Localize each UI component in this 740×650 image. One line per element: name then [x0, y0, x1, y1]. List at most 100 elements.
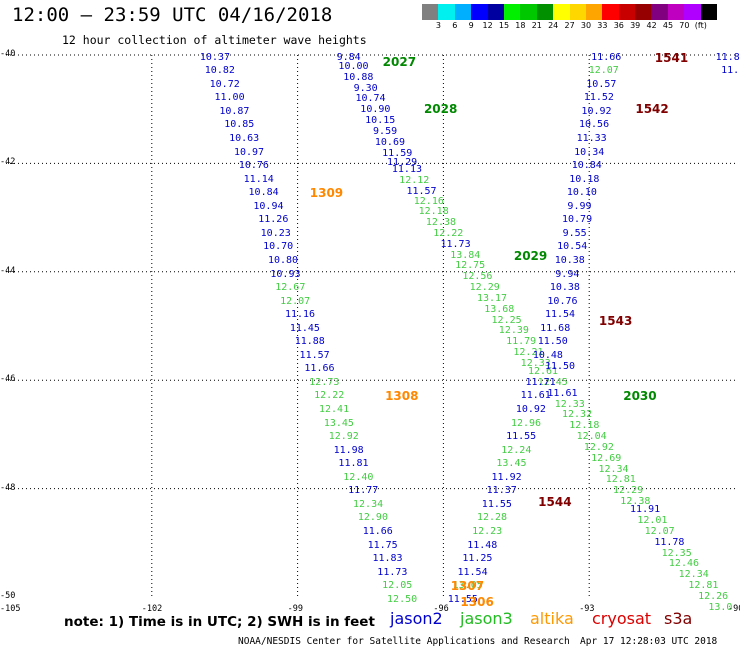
- color-swatch: [438, 4, 455, 20]
- wave-height-value: 12.26: [698, 591, 729, 602]
- longitude-tick-label: -105: [0, 604, 21, 614]
- wave-height-value: 12.75: [455, 260, 486, 272]
- wave-height-value: 11.25: [462, 553, 493, 565]
- wave-height-value: 11.88: [294, 336, 325, 348]
- color-swatch: [503, 4, 521, 20]
- color-scale-label: 45: [662, 21, 674, 30]
- wave-height-value: 10.18: [569, 173, 600, 185]
- color-scale-label: 42: [646, 21, 657, 30]
- color-swatch: [700, 4, 718, 20]
- wave-height-value: 10.23: [260, 227, 291, 239]
- wave-height-value: 11.71: [525, 376, 556, 388]
- wave-height-value: 10.48: [532, 349, 563, 361]
- wave-height-value: 9.55: [562, 227, 587, 239]
- wave-height-value: 9.30: [353, 82, 378, 94]
- color-swatch: [553, 4, 570, 20]
- wave-height-value: 13.45: [323, 417, 354, 429]
- wave-height-value: 12.21: [513, 347, 544, 359]
- wave-height-value: 12.50: [387, 593, 418, 605]
- track-number-label: 1544: [538, 495, 572, 510]
- color-scale-label: (ft): [694, 21, 707, 30]
- wave-height-value: 11.00: [214, 92, 245, 104]
- wave-height-value: 11.73: [377, 566, 408, 578]
- wave-height-value: 11.26: [258, 214, 289, 226]
- wave-height-value: 11.33: [576, 133, 607, 144]
- track-number-label: 1307: [450, 579, 485, 594]
- track-number-label: 1306: [460, 595, 494, 610]
- track-number-label: 1543: [598, 313, 633, 328]
- wave-height-value: 12.05: [382, 580, 413, 592]
- wave-height-value: 10.97: [233, 146, 265, 158]
- wave-height-value: 12.46: [668, 558, 700, 570]
- footer-note: note: 1) Time is in UTC; 2) SWH is in fe…: [64, 614, 375, 630]
- wave-height-value: 12.81: [605, 474, 636, 486]
- wave-height-value: 13.68: [484, 303, 515, 315]
- wave-height-value: 11.92: [491, 471, 522, 483]
- latitude-tick-label: -46: [0, 374, 16, 385]
- color-swatch: [635, 4, 652, 20]
- wave-height-value: 10.69: [374, 136, 405, 148]
- wave-height-value: 11.57: [299, 349, 330, 361]
- wave-height-value: 11.73: [440, 238, 471, 250]
- wave-height-value: 12.38: [620, 496, 651, 508]
- wave-height-value: 11.57: [406, 185, 437, 197]
- wave-height-value: 11.54: [457, 566, 488, 578]
- color-scale-label: 21: [531, 21, 542, 30]
- wave-height-value: 11.83: [372, 553, 403, 565]
- wave-height-value: 12.18: [418, 206, 449, 218]
- wave-height-value: 11.59: [382, 147, 413, 159]
- wave-height-value: 12.67: [275, 282, 306, 294]
- wave-height-value: 12.01: [637, 515, 668, 527]
- legend-jason2: jason2: [390, 609, 443, 628]
- wave-height-value: 12.61: [527, 366, 559, 378]
- wave-height-value: 12.04: [576, 431, 607, 443]
- wave-height-value: 12.34: [353, 498, 384, 510]
- wave-height-value: 11.14: [243, 173, 274, 185]
- wave-height-value: 12.33: [554, 398, 585, 410]
- wave-height-value: 11.45: [289, 322, 320, 334]
- longitude-tick-label: -96: [433, 604, 449, 614]
- longitude-tick-label: -90: [728, 604, 740, 614]
- wave-height-value: 11.: [721, 65, 740, 77]
- wave-height-value: 10.15: [365, 115, 396, 127]
- credit-line: NOAA/NESDIS Center for Satellite Applica…: [238, 636, 570, 647]
- track-number-label: 2030: [623, 389, 657, 404]
- wave-height-value: 10.10: [566, 187, 597, 199]
- wave-height-value: 11.68: [540, 322, 571, 334]
- wave-height-value: 13.17: [476, 292, 508, 304]
- track-number-label: 2029: [513, 248, 548, 263]
- wave-height-value: 11.37: [486, 485, 517, 497]
- wave-height-value: 10.76: [238, 160, 269, 172]
- wave-height-value: 12.40: [343, 471, 374, 483]
- color-scale-label: 12: [482, 21, 493, 30]
- wave-height-value: 11.61: [547, 387, 578, 399]
- color-swatch: [520, 4, 537, 20]
- color-swatch: [585, 4, 603, 20]
- wave-height-value: 10.72: [209, 78, 240, 90]
- wave-height-value: 10.37: [199, 51, 231, 63]
- wave-height-value: 11.78: [654, 536, 685, 548]
- wave-height-value: 10.84: [571, 160, 602, 172]
- wave-height-value: 11.61: [520, 390, 551, 402]
- color-swatch: [602, 4, 619, 20]
- wave-height-value: 12.56: [462, 271, 493, 283]
- color-scale-label: 27: [564, 21, 575, 30]
- legend-s3a: s3a: [664, 609, 693, 628]
- wave-height-value: 12.34: [598, 463, 629, 475]
- wave-height-value: 12.12: [399, 174, 430, 186]
- wave-height-value: 10.93: [270, 268, 301, 280]
- wave-height-value: 10.94: [253, 200, 284, 212]
- wave-height-value: 10.92: [515, 404, 546, 415]
- wave-height-value: 12.22: [314, 390, 345, 402]
- wave-height-value: 10.85: [224, 119, 255, 131]
- wave-height-value: 11.66: [304, 363, 335, 375]
- wave-height-value: 12.41: [318, 404, 350, 415]
- wave-height-value: 10.63: [229, 133, 260, 144]
- track-number-label: 1542: [635, 102, 669, 117]
- wave-height-value: 12.32: [561, 409, 593, 421]
- color-swatch: [684, 4, 701, 20]
- wave-height-value: 10.57: [586, 78, 617, 90]
- wave-height-value: 12.23: [472, 525, 503, 537]
- color-scale-label: 24: [548, 21, 559, 30]
